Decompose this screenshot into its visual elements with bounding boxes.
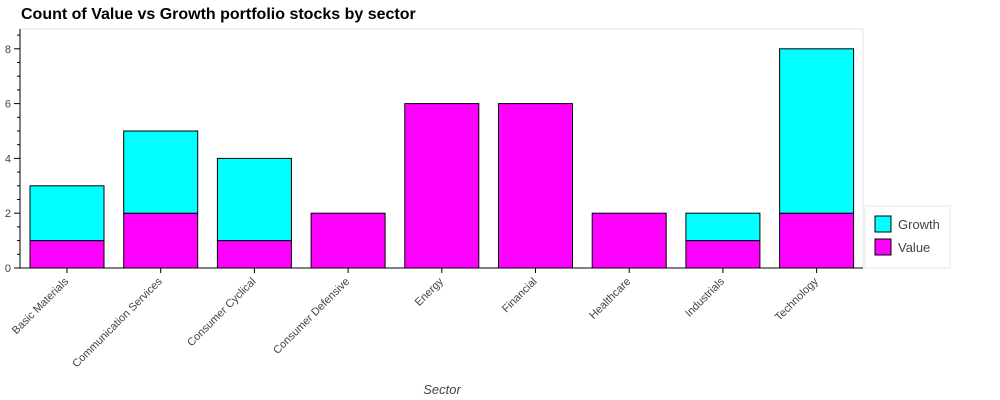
bar-growth-communication-services (123, 130, 199, 214)
y-tick-label: 4 (5, 153, 11, 165)
bar-value-consumer-cyclical (216, 240, 292, 269)
bar-value-energy (404, 103, 480, 269)
x-tick-label: Consumer Cyclical (185, 276, 258, 349)
x-tick-label: Technology (773, 275, 821, 323)
bar-value-consumer-defensive (310, 212, 386, 269)
y-tick-label: 8 (5, 44, 11, 56)
x-tick-label: Communication Services (70, 275, 165, 370)
y-tick-label: 0 (5, 263, 11, 275)
bars-group (29, 48, 855, 269)
chart-title: Count of Value vs Growth portfolio stock… (21, 6, 416, 23)
legend-swatch-value (874, 238, 892, 256)
x-tick-label: Healthcare (587, 276, 633, 322)
bar-growth-consumer-cyclical (216, 157, 292, 242)
bar-value-basic-materials (29, 240, 105, 269)
y-tick-label: 6 (5, 99, 11, 111)
bar-value-healthcare (591, 212, 667, 269)
bar-value-technology (779, 212, 855, 269)
x-axis-title: Sector (423, 382, 461, 397)
x-tick-label: Industrials (683, 275, 727, 319)
legend-label-growth: Growth (898, 217, 940, 232)
bar-growth-industrials (685, 212, 761, 242)
bar-growth-basic-materials (29, 185, 105, 242)
x-tick-label: Consumer Defensive (271, 276, 352, 357)
bar-value-communication-services (123, 212, 199, 269)
x-tick-label: Financial (500, 276, 540, 316)
legend: Growth Value (864, 205, 951, 269)
y-axis: 0 2 4 6 8 (5, 29, 21, 275)
y-tick-label: 2 (5, 208, 11, 220)
bar-growth-technology (779, 48, 855, 214)
bar-value-financial (498, 103, 573, 269)
legend-swatch-growth (874, 215, 892, 233)
bar-value-industrials (685, 240, 761, 269)
legend-label-value: Value (898, 240, 930, 255)
x-tick-label: Energy (413, 275, 446, 308)
x-tick-label: Basic Materials (10, 275, 72, 337)
legend-box (864, 205, 951, 269)
x-axis: Basic Materials Communication Services Con… (10, 267, 863, 370)
